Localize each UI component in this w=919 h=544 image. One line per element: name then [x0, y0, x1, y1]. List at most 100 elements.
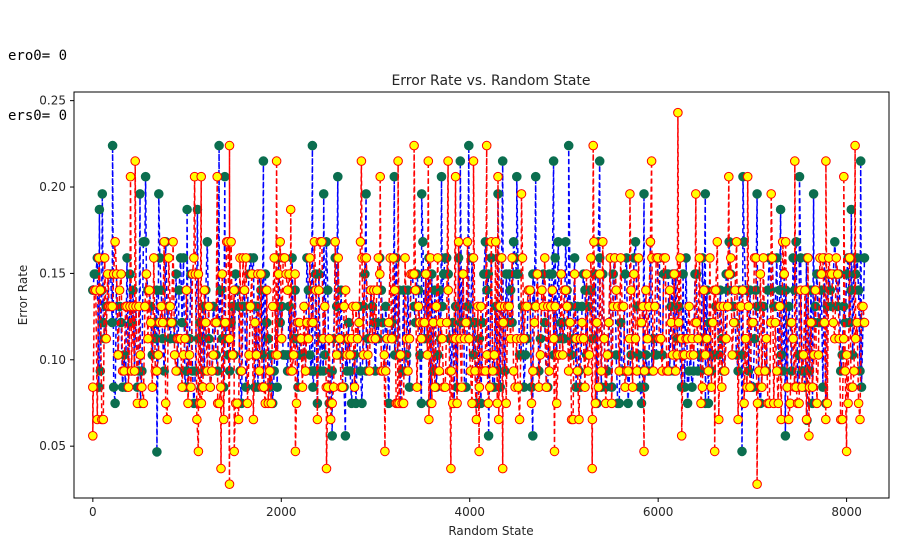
data-point: [812, 398, 822, 409]
data-point: [497, 463, 508, 474]
data-point: [290, 269, 300, 279]
data-point: [88, 382, 98, 393]
data-point: [584, 350, 595, 360]
data-point: [474, 446, 484, 457]
data-point: [114, 285, 125, 296]
data-point: [850, 140, 860, 151]
data-point: [327, 398, 338, 409]
data-point: [153, 350, 164, 360]
console-line-ero0: ero0= 0: [8, 48, 68, 64]
data-point: [514, 414, 525, 425]
plot-frame: [73, 91, 890, 499]
data-point: [772, 366, 782, 376]
data-point: [485, 382, 495, 393]
data-point: [152, 447, 162, 457]
data-point: [372, 285, 382, 296]
data-point: [767, 253, 778, 263]
data-point: [745, 382, 755, 393]
data-point: [389, 285, 400, 296]
data-point: [421, 269, 431, 279]
data-point: [517, 253, 528, 263]
data-point: [709, 446, 720, 457]
data-point: [462, 237, 473, 247]
data-point: [496, 253, 507, 263]
data-point: [615, 253, 626, 263]
data-point: [393, 156, 403, 166]
data-point: [822, 398, 833, 409]
data-point: [189, 253, 199, 263]
data-point: [367, 301, 378, 312]
data-point: [149, 253, 159, 263]
data-point: [467, 398, 477, 409]
data-point: [193, 269, 204, 279]
data-point: [182, 204, 192, 215]
data-point: [380, 446, 390, 457]
data-point: [544, 366, 555, 376]
data-point: [706, 382, 717, 393]
data-point: [146, 317, 156, 328]
data-point: [345, 350, 355, 360]
data-point: [290, 446, 301, 457]
data-point: [642, 333, 653, 344]
data-point: [548, 156, 559, 166]
data-point: [577, 317, 587, 328]
data-point: [320, 301, 330, 312]
data-point: [423, 156, 434, 166]
data-point: [541, 382, 552, 393]
data-point: [165, 301, 175, 312]
data-point: [107, 301, 117, 312]
data-point: [456, 382, 467, 393]
data-point: [337, 382, 348, 393]
data-point: [312, 414, 323, 425]
data-point: [95, 285, 106, 296]
data-point: [602, 350, 613, 360]
data-point: [780, 431, 791, 441]
data-point: [537, 285, 547, 296]
data-point: [430, 382, 440, 393]
data-point: [717, 382, 727, 393]
data-point: [464, 333, 474, 344]
data-point: [443, 156, 453, 166]
data-point: [846, 204, 857, 215]
data-point: [722, 301, 733, 312]
data-point: [563, 140, 574, 151]
data-point: [214, 140, 224, 151]
data-point: [794, 171, 805, 182]
data-point: [137, 382, 147, 393]
data-point: [166, 317, 177, 328]
data-point: [831, 253, 842, 263]
data-point: [589, 237, 599, 247]
data-point: [94, 204, 105, 215]
data-point: [245, 301, 256, 312]
data-point: [101, 333, 111, 344]
data-point: [581, 269, 592, 279]
data-point: [471, 414, 482, 425]
data-point: [208, 350, 219, 360]
data-point: [156, 301, 166, 312]
data-point: [733, 414, 743, 425]
data-point: [453, 237, 464, 247]
data-point: [724, 171, 734, 182]
data-point: [520, 350, 531, 360]
y-tick-label: 0.15: [39, 266, 66, 280]
data-point: [611, 285, 622, 296]
data-point: [705, 253, 715, 263]
data-point: [186, 382, 196, 393]
data-point: [379, 350, 390, 360]
data-point: [266, 398, 277, 409]
data-point: [656, 333, 666, 344]
data-point: [297, 382, 308, 393]
data-point: [433, 253, 443, 263]
data-point: [731, 237, 742, 247]
data-point: [141, 269, 152, 279]
data-point: [719, 366, 730, 376]
data-point: [528, 366, 538, 376]
data-point: [239, 285, 250, 296]
data-point: [241, 382, 251, 393]
data-point: [587, 463, 598, 474]
data-point: [641, 285, 651, 296]
data-point: [645, 237, 656, 247]
data-point: [497, 156, 508, 166]
data-point: [504, 301, 515, 312]
data-point: [373, 253, 384, 263]
